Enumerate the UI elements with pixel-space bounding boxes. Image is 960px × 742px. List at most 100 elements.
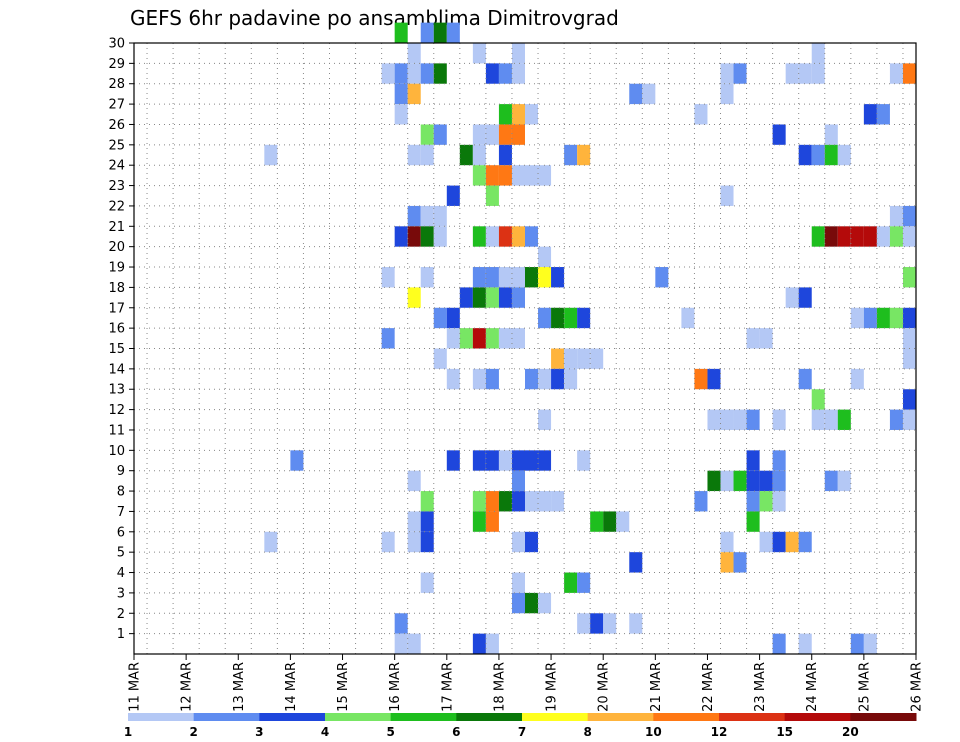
heatmap-cell — [889, 63, 903, 84]
heatmap-cell — [811, 63, 825, 84]
y-tick-label: 15 — [108, 342, 125, 357]
heatmap-cell — [863, 104, 877, 125]
x-tick-label: 13 MAR — [232, 662, 247, 712]
heatmap-cell — [498, 144, 512, 166]
heatmap-cell — [577, 613, 591, 634]
heatmap-cell — [798, 63, 812, 84]
heatmap-cell — [902, 307, 916, 329]
heatmap-cell — [264, 144, 278, 166]
heatmap-cell — [498, 124, 512, 145]
y-tick-label: 6 — [117, 525, 125, 540]
heatmap-cell — [551, 491, 565, 512]
heatmap-cell — [511, 104, 525, 125]
heatmap-cell — [420, 491, 434, 512]
heatmap-cell — [407, 511, 421, 532]
heatmap-cell — [824, 470, 838, 492]
colorbar-swatch — [653, 713, 720, 721]
heatmap-cell — [902, 267, 916, 288]
heatmap-cell — [785, 531, 799, 553]
heatmap-cell — [590, 511, 604, 532]
heatmap-cell — [498, 491, 512, 512]
heatmap-cell — [446, 450, 460, 471]
heatmap-cell — [420, 267, 434, 288]
heatmap-cell — [564, 144, 578, 166]
heatmap-cell — [564, 348, 578, 369]
heatmap-cell — [551, 267, 565, 288]
heatmap-cell — [485, 185, 499, 206]
heatmap-cell — [811, 144, 825, 166]
heatmap-cell — [498, 450, 512, 471]
heatmap-cell — [472, 287, 486, 308]
heatmap-cell — [707, 368, 721, 390]
x-tick-label: 16 MAR — [388, 662, 403, 712]
heatmap-cell — [772, 409, 786, 430]
heatmap-cell — [746, 328, 760, 349]
heatmap-cell — [785, 287, 799, 308]
colorbar-label: 3 — [255, 725, 263, 739]
chart-title: GEFS 6hr padavine po ansamblima Dimitrov… — [130, 6, 619, 30]
y-tick-label: 18 — [108, 281, 125, 296]
heatmap-cell — [381, 531, 395, 553]
heatmap-cell — [394, 83, 408, 105]
heatmap-cell — [798, 633, 812, 654]
y-tick-label: 23 — [108, 179, 125, 194]
heatmap-cell — [511, 592, 525, 614]
y-tick-label: 2 — [117, 607, 125, 622]
heatmap-cell — [472, 226, 486, 247]
heatmap-cell — [538, 307, 552, 329]
colorbar-swatch — [390, 713, 457, 721]
x-tick-label: 25 MAR — [857, 662, 872, 712]
colorbar-swatch — [193, 713, 260, 721]
y-tick-label: 26 — [108, 118, 125, 133]
heatmap-cell — [498, 267, 512, 288]
heatmap-cell — [420, 22, 434, 43]
heatmap-cell — [889, 409, 903, 430]
heatmap-cell — [485, 491, 499, 512]
colorbar-label: 5 — [386, 725, 394, 739]
heatmap-cell — [850, 226, 864, 247]
heatmap-cell — [446, 307, 460, 329]
heatmap-cell — [629, 83, 643, 105]
y-tick-label: 22 — [108, 199, 125, 214]
heatmap-cell — [407, 83, 421, 105]
x-tick-label: 11 MAR — [128, 662, 143, 712]
y-tick-label: 30 — [108, 37, 125, 52]
heatmap-cell — [407, 287, 421, 308]
heatmap-cell — [902, 205, 916, 227]
heatmap-cell — [577, 348, 591, 369]
heatmap-cell — [876, 104, 890, 125]
heatmap-cell — [485, 63, 499, 84]
heatmap-cell — [720, 185, 734, 206]
heatmap-cell — [433, 22, 447, 43]
heatmap-cell — [498, 104, 512, 125]
heatmap-cell — [498, 328, 512, 349]
heatmap-cell — [264, 531, 278, 553]
y-tick-label: 4 — [117, 566, 125, 581]
heatmap-cell — [381, 63, 395, 84]
heatmap-cell — [577, 572, 591, 593]
heatmap-cell — [472, 511, 486, 532]
heatmap-cell — [863, 633, 877, 654]
y-tick-label: 12 — [108, 403, 125, 418]
heatmap-cell — [772, 491, 786, 512]
heatmap-cell — [642, 83, 656, 105]
heatmap-cell — [733, 470, 747, 492]
heatmap-cell — [759, 470, 773, 492]
heatmap-cell — [472, 491, 486, 512]
heatmap-cell — [759, 531, 773, 553]
heatmap-cell — [511, 63, 525, 84]
heatmap-cell — [420, 511, 434, 532]
heatmap-cell — [759, 328, 773, 349]
heatmap-cell — [511, 287, 525, 308]
heatmap-cell — [511, 470, 525, 492]
heatmap-cell — [694, 368, 708, 390]
heatmap-cell — [902, 348, 916, 369]
heatmap-cell — [525, 267, 539, 288]
heatmap-cell — [511, 491, 525, 512]
y-tick-label: 9 — [117, 464, 125, 479]
heatmap-cell — [902, 389, 916, 410]
colorbar-label: 20 — [842, 725, 859, 739]
colorbar-label: 15 — [776, 725, 793, 739]
heatmap-cell — [551, 368, 565, 390]
